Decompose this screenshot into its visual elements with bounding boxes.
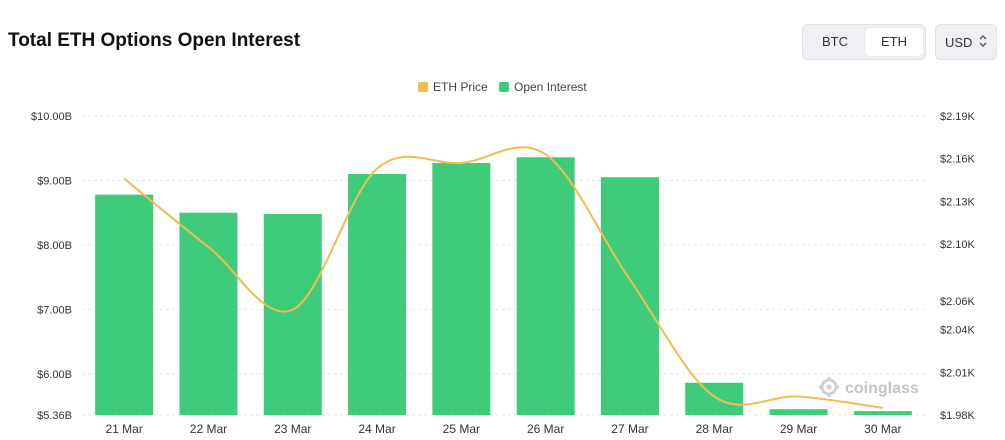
btc-toggle-button[interactable]: BTC xyxy=(822,34,848,49)
sort-icon xyxy=(979,35,987,47)
bar-open-interest xyxy=(263,213,322,415)
x-axis-tick-label: 26 Mar xyxy=(527,422,564,436)
left-axis-tick-label: $6.00B xyxy=(37,369,72,381)
right-axis-tick-label: $2.01K xyxy=(940,367,976,379)
watermark-text: coinglass xyxy=(845,380,919,397)
right-axis-tick-label: $2.13K xyxy=(940,196,976,208)
right-axis-tick-label: $2.04K xyxy=(940,325,976,337)
legend-swatch-eth-price xyxy=(418,82,428,92)
legend-swatch-open-interest xyxy=(499,82,509,92)
x-axis-tick-label: 27 Mar xyxy=(611,422,648,436)
bar-open-interest xyxy=(348,173,407,415)
right-axis-tick-label: $2.06K xyxy=(940,296,976,308)
legend-label-open-interest: Open Interest xyxy=(514,80,587,94)
bar-open-interest xyxy=(769,409,828,415)
x-axis-tick-label: 22 Mar xyxy=(190,422,227,436)
bar-open-interest xyxy=(600,177,659,415)
right-axis-tick-label: $2.19K xyxy=(940,111,976,123)
bar-open-interest xyxy=(432,163,491,415)
x-axis-tick-label: 21 Mar xyxy=(105,422,142,436)
asset-toggle: BTC ETH xyxy=(802,24,926,60)
x-axis-tick-label: 23 Mar xyxy=(274,422,311,436)
x-axis-tick-label: 29 Mar xyxy=(780,422,817,436)
left-axis-tick-label: $9.00B xyxy=(37,175,72,187)
right-axis-tick-label: $1.98K xyxy=(940,410,976,422)
right-axis-tick-label: $2.10K xyxy=(940,239,976,251)
bar-open-interest xyxy=(853,411,912,415)
legend-label-eth-price: ETH Price xyxy=(433,80,488,94)
coinglass-logo-icon xyxy=(819,377,839,397)
x-axis-tick-label: 30 Mar xyxy=(864,422,901,436)
left-axis-tick-label: $7.00B xyxy=(37,304,72,316)
line-eth-price xyxy=(123,146,883,409)
page-title: Total ETH Options Open Interest xyxy=(8,30,301,51)
x-axis-tick-label: 28 Mar xyxy=(696,422,733,436)
bar-open-interest xyxy=(685,382,744,415)
left-axis-tick-label: $5.36B xyxy=(37,410,72,422)
bar-open-interest xyxy=(95,194,154,415)
left-axis-tick-label: $8.00B xyxy=(37,240,72,252)
x-axis-tick-label: 24 Mar xyxy=(358,422,395,436)
left-axis-tick-label: $10.00B xyxy=(31,111,72,123)
bar-open-interest xyxy=(179,212,238,415)
right-axis-tick-label: $2.16K xyxy=(940,154,976,166)
eth-toggle-button[interactable]: ETH xyxy=(865,28,923,56)
currency-select[interactable]: USD xyxy=(935,24,997,60)
bar-open-interest xyxy=(516,157,575,415)
x-axis-tick-label: 25 Mar xyxy=(443,422,480,436)
currency-value: USD xyxy=(945,35,973,50)
